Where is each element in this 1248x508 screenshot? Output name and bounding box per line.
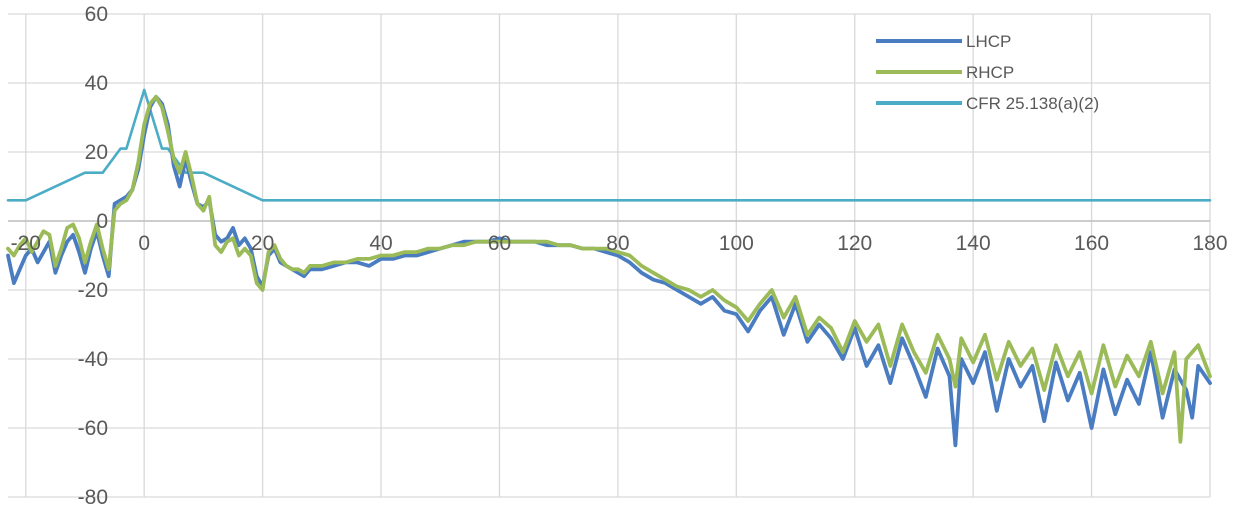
y-tick-label: 0 xyxy=(96,210,108,233)
legend-label: CFR 25.138(a)(2) xyxy=(966,94,1099,113)
x-tick-label: 80 xyxy=(606,232,629,255)
x-tick-labels: -20 0 20 40 60 80 100 120 140 160 180 xyxy=(11,232,1228,255)
x-tick-label: 40 xyxy=(369,232,392,255)
x-tick-label: -20 xyxy=(11,232,41,255)
x-tick-label: 140 xyxy=(956,232,991,255)
series-line-lhcp xyxy=(6,94,1212,448)
legend-label: LHCP xyxy=(966,32,1011,51)
x-tick-label: 0 xyxy=(138,232,150,255)
x-tick-label: 100 xyxy=(719,232,754,255)
y-tick-label: -80 xyxy=(78,486,108,508)
x-tick-label: 20 xyxy=(251,232,274,255)
series-line-cfr-25-138-a-2 xyxy=(6,88,1212,202)
y-tick-label: 20 xyxy=(85,141,108,164)
y-tick-label: -20 xyxy=(78,279,108,302)
y-tick-label: -60 xyxy=(78,417,108,440)
y-tick-label: 60 xyxy=(85,3,108,26)
legend-label: RHCP xyxy=(966,63,1014,82)
grid-lines xyxy=(8,13,1211,498)
series-lines xyxy=(6,88,1212,448)
x-tick-label: 120 xyxy=(837,232,872,255)
x-tick-label: 180 xyxy=(1192,232,1227,255)
x-tick-label: 60 xyxy=(488,232,511,255)
x-tick-label: 160 xyxy=(1074,232,1109,255)
y-tick-label: -40 xyxy=(78,348,108,371)
y-tick-labels: 60 40 20 0 -20 -40 -60 -80 xyxy=(78,3,108,508)
y-tick-label: 40 xyxy=(85,72,108,95)
series-line-rhcp xyxy=(6,94,1212,444)
chart-legend: LHCP RHCP CFR 25.138(a)(2) xyxy=(876,32,1099,113)
